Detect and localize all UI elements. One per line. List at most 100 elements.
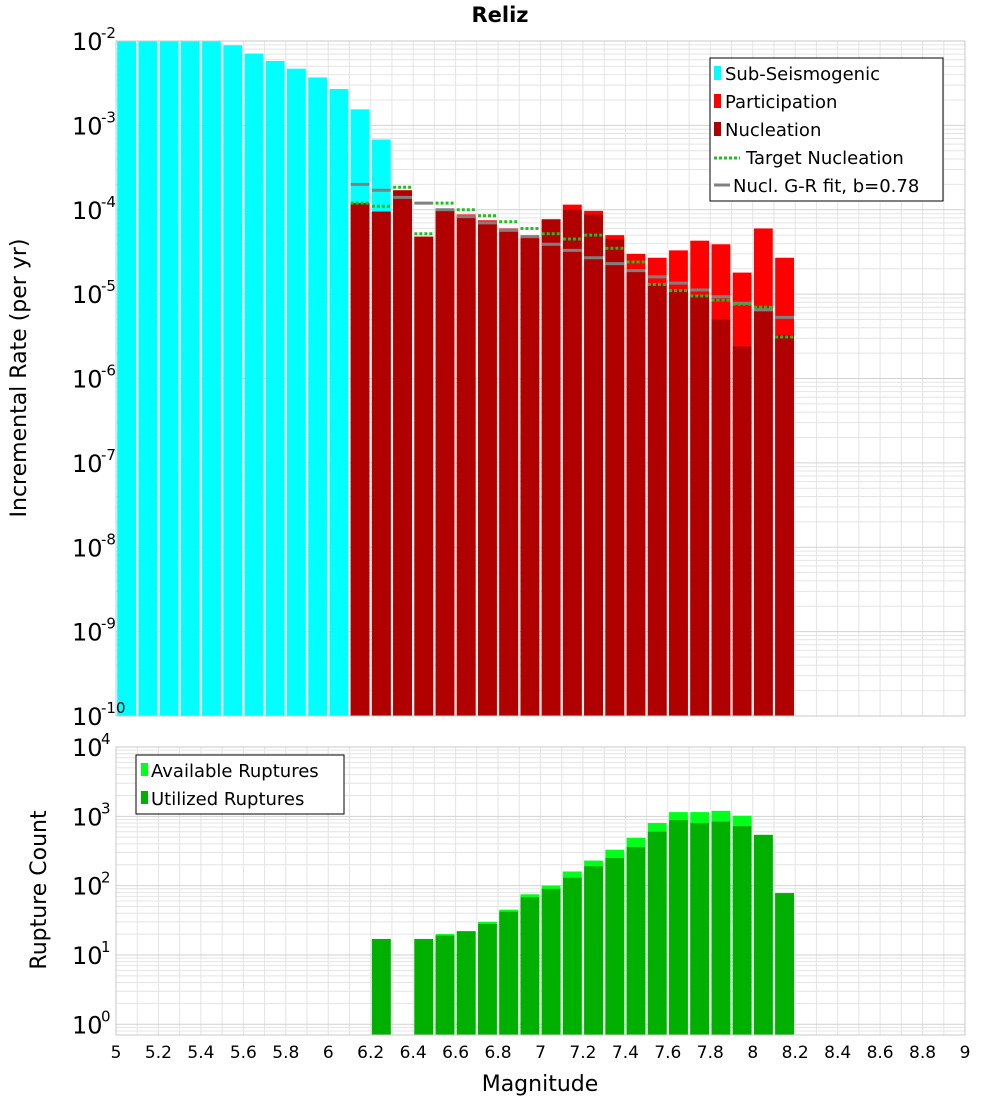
legend-label-sub-seismogenic: Sub-Seismogenic [725,64,880,85]
bar-utilized [669,820,688,1035]
bar-nucleation [562,209,582,716]
top-y-tick-base: 10 [72,366,103,394]
x-tick-label: 5 [111,1043,122,1063]
bottom-legend: Available Ruptures Utilized Ruptures [135,754,345,815]
bar-sub-seismogenic [159,41,179,716]
top-y-tick-base: 10 [72,197,103,225]
legend-swatch-nucleation [714,122,721,136]
bar-sub-seismogenic [180,41,200,716]
bottom-plot-bars [371,810,794,1035]
top-y-tick-base: 10 [72,619,103,647]
top-legend: Sub-Seismogenic Participation Nucleation… [709,57,944,202]
bar-nucleation [626,268,646,716]
bar-sub-seismogenic [202,41,221,716]
top-y-tick-exp: -8 [101,530,116,548]
legend-swatch-utilized [141,791,148,804]
bar-utilized [626,847,646,1035]
top-y-tick-exp: -3 [101,108,116,126]
bar-nucleation [690,296,710,716]
bar-nucleation [520,238,540,716]
legend-label-nucleation: Nucleation [725,120,821,141]
bottom-y-tick-exp: 4 [101,730,111,748]
top-y-tick-exp: -7 [101,446,116,464]
legend-swatch-available [141,763,148,776]
top-y-tick-base: 10 [72,112,103,140]
bar-nucleation [499,229,519,717]
x-tick-label: 7.6 [654,1043,681,1063]
bar-sub-seismogenic [138,41,158,716]
bottom-y-tick-base: 10 [72,1011,103,1039]
bar-utilized [562,877,582,1035]
bottom-y-tick-base: 10 [72,803,103,831]
bar-nucleation [775,334,794,716]
bar-nucleation [393,190,412,716]
bar-utilized [711,821,731,1035]
bar-nucleation [605,239,625,716]
top-y-tick-exp: -5 [101,277,116,295]
x-axis-label: Magnitude [482,1072,599,1097]
x-tick-label: 8.4 [824,1043,851,1063]
bar-sub-seismogenic [117,41,137,716]
x-tick-label: 8.8 [909,1043,936,1063]
x-tick-label: 6.4 [400,1043,427,1063]
bar-utilized [732,826,752,1035]
bar-sub-seismogenic [308,77,328,716]
x-tick-label: 6 [323,1043,334,1063]
top-y-tick-exp: -10 [101,699,126,717]
x-tick-label: 6.8 [485,1043,512,1063]
bar-utilized [584,866,603,1035]
top-y-tick-base: 10 [72,534,103,562]
bar-utilized [456,931,476,1035]
bar-nucleation [371,211,391,716]
bar-utilized [520,897,540,1035]
bar-utilized [753,834,773,1035]
bar-nucleation [478,221,497,716]
bar-nucleation [456,215,476,717]
bar-sub-seismogenic [329,88,349,716]
bar-sub-seismogenic [223,45,243,717]
top-y-tick-exp: -2 [101,24,116,42]
bar-sub-seismogenic [244,53,264,717]
x-tick-label: 8.6 [867,1043,894,1063]
bar-nucleation [669,290,688,716]
x-tick-label: 8 [747,1043,758,1063]
bottom-plot-frame [115,746,966,1036]
legend-swatch-sub-seismogenic [714,66,721,80]
x-tick-label: 5.2 [145,1043,172,1063]
x-tick-label: 5.6 [230,1043,257,1063]
legend-label-gr-fit: Nucl. G-R fit, b=0.78 [733,176,919,197]
bar-utilized [478,923,497,1035]
top-plot-frame [115,40,966,717]
legend-label-available: Available Ruptures [151,761,319,782]
x-tick-label: 7 [535,1043,546,1063]
chart-title: Reliz [471,3,528,27]
legend-swatch-participation [714,94,721,108]
bottom-y-tick-exp: 0 [101,1007,111,1025]
top-y-tick-base: 10 [72,450,103,478]
bottom-y-tick-exp: 1 [101,938,111,956]
x-tick-label: 8.2 [782,1043,809,1063]
top-legend-box [709,57,944,202]
bar-utilized [371,938,391,1035]
bar-nucleation [435,209,455,716]
bar-utilized [605,858,625,1035]
bar-nucleation [584,214,603,717]
bottom-y-tick-base: 10 [72,734,103,762]
top-y-tick-base: 10 [72,281,103,309]
top-y-tick-exp: -9 [101,615,116,633]
x-tick-label: 5.8 [272,1043,299,1063]
bar-utilized [690,823,710,1035]
x-tick-label: 9 [960,1043,971,1063]
x-tick-label: 6.2 [357,1043,384,1063]
bar-utilized [647,831,667,1035]
x-tick-label: 7.4 [612,1043,639,1063]
bottom-y-tick-exp: 3 [101,799,111,817]
bottom-legend-box [135,754,345,815]
top-plot-bars [117,41,794,717]
bar-utilized [541,888,561,1035]
bar-utilized [775,893,794,1035]
